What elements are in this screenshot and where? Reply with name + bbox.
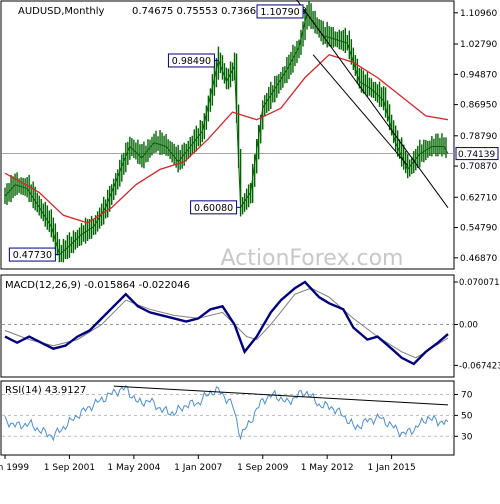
x-axis: 1 Jan 1999 1 Sep 2001 1 May 2004 1 Jan 2007…	[0, 455, 416, 473]
annotation-box	[8, 247, 56, 262]
price-y-tick-label: 0.46870	[460, 254, 497, 264]
rsi-trendline	[113, 385, 449, 406]
rsi-y-tick-label: 30	[461, 432, 473, 442]
x-tick-label: 1 Sep 2009	[237, 463, 289, 473]
rsi-y-tick-label: 70	[461, 390, 473, 400]
price-line	[4, 12, 449, 256]
x-tick-label: 1 Jan 2015	[367, 463, 415, 473]
macd-series-layer	[4, 280, 449, 366]
rsi-series-layer	[4, 384, 449, 442]
macd-panel-title: MACD(12,26,9) -0.015864 -0.022046	[5, 280, 190, 291]
annotation-label: 0.60080	[194, 203, 233, 214]
annotation-leader	[302, 11, 308, 14]
moving-average-line	[4, 53, 449, 224]
x-tick-label: 1 Jan 2007	[174, 463, 222, 473]
price-y-tick-label: 0.78790	[460, 132, 497, 142]
last-price-box	[455, 147, 499, 161]
price-y-tick-label: 0.86950	[460, 101, 497, 111]
macd-y-tick-label: 0.00	[459, 320, 478, 330]
x-tick-label: 1 May 2004	[107, 463, 160, 473]
macd-y-axis: 0.070071 0.00 -0.067423	[454, 278, 500, 371]
annotation-label: 1.10790	[260, 7, 299, 18]
annotation-box	[190, 200, 238, 215]
price-y-tick-label: 1.10960	[460, 9, 497, 19]
watermark: ActionForex.com	[221, 246, 404, 271]
macd-signal-line	[4, 287, 449, 359]
annotation-box	[256, 4, 304, 19]
rsi-y-axis: 70 50 30	[454, 390, 473, 442]
x-tick-label: 1 Jan 1999	[0, 463, 29, 473]
price-y-tick-label: 0.54790	[460, 224, 497, 234]
x-tick-label: 1 Sep 2001	[44, 463, 95, 473]
rsi-y-tick-label: 50	[461, 411, 473, 421]
x-tick-label: 1 May 2012	[301, 463, 354, 473]
macd-y-tick-label: 0.070071	[459, 278, 500, 288]
annotation-label: 0.98490	[172, 56, 211, 67]
price-y-tick-label: 0.94870	[460, 70, 497, 80]
last-price-label: 0.74139	[458, 150, 495, 160]
macd-y-tick-label: -0.067423	[459, 361, 500, 371]
annotation-label: 0.47730	[13, 250, 52, 261]
macd-panel	[0, 274, 455, 378]
rsi-panel	[0, 380, 455, 456]
annotation-box	[167, 53, 215, 68]
channel-line	[296, 0, 449, 208]
price-y-tick-label: 1.02790	[460, 40, 497, 50]
price-y-tick-label: 0.62710	[460, 193, 497, 203]
rsi-line	[4, 384, 449, 442]
price-y-axis: 1.10960 1.02790 0.94870 0.86950 0.78790 0.708…	[454, 9, 499, 264]
channel-line	[312, 54, 409, 166]
price-annotations: 1.10790 0.98490 0.60080 0.47730	[8, 4, 308, 262]
price-series-layer	[4, 0, 449, 263]
ohlc-header: 0.74675 0.75553 0.73668 0.74139	[132, 6, 307, 17]
price-panel-title: AUDUSD,Monthly	[18, 6, 105, 17]
price-panel	[0, 0, 455, 270]
macd-line	[4, 280, 449, 366]
price-y-tick-label: 0.70870	[460, 162, 497, 172]
rsi-panel-title: RSI(14) 43.9127	[5, 385, 86, 396]
